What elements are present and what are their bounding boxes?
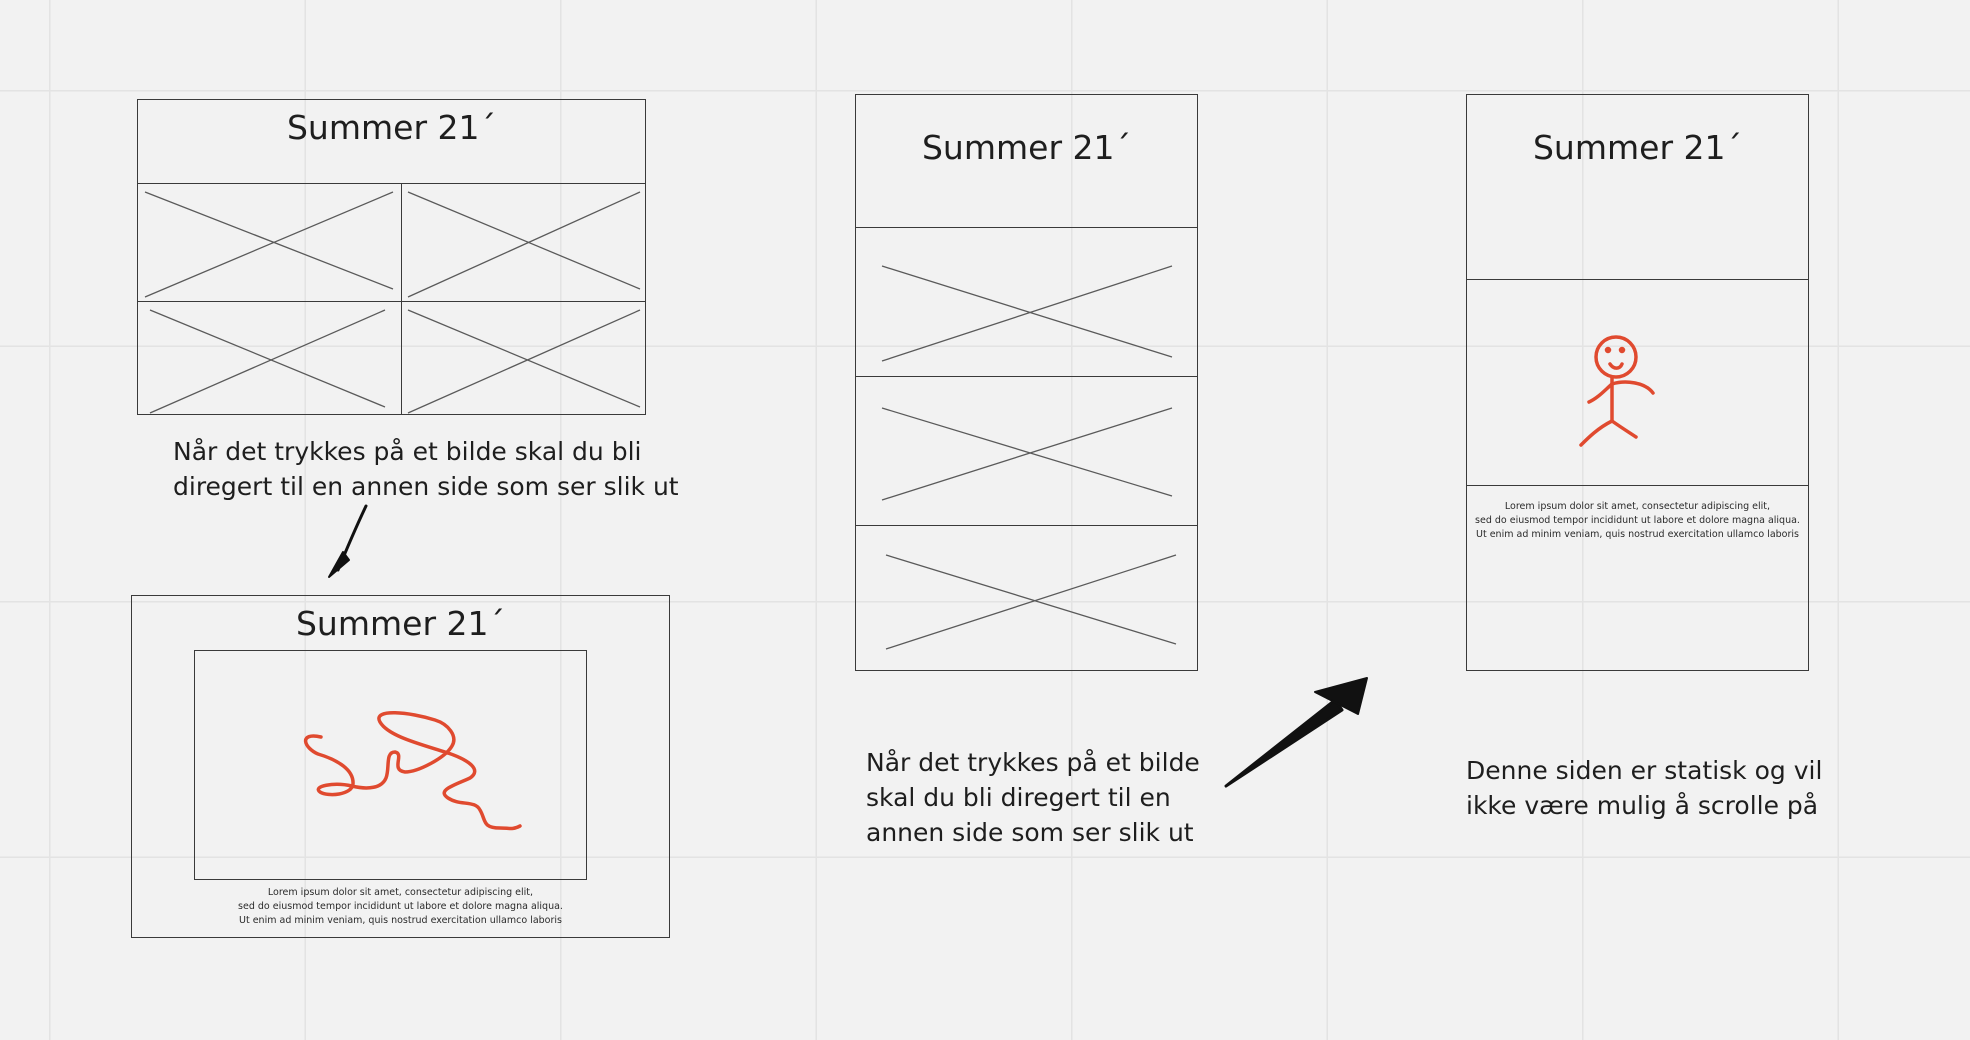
page-title: Summer 21´ (921, 128, 1131, 167)
note-line: ikke være mulig å scrolle på (1466, 791, 1819, 820)
navigation-note: Når det trykkes på et bilde skal du bli … (866, 745, 1200, 850)
detail-page-wireframe[interactable]: Summer 21´ Lorem ipsum dolor sit amet, c… (1466, 94, 1809, 671)
header-divider (1467, 279, 1808, 280)
lorem-line: Ut enim ad minim veniam, quis nostrud ex… (1476, 529, 1799, 540)
lorem-line: Ut enim ad minim veniam, quis nostrud ex… (239, 915, 562, 926)
image-frame (194, 650, 587, 880)
image-placeholder[interactable] (858, 229, 1195, 376)
row-divider (138, 301, 645, 302)
lorem-text: Lorem ipsum dolor sit amet, consectetur … (132, 886, 669, 928)
grid-page-wireframe[interactable]: Summer 21´ (137, 99, 646, 415)
navigation-note: Når det trykkes på et bilde skal du bli … (173, 434, 679, 504)
lorem-line: Lorem ipsum dolor sit amet, consectetur … (267, 887, 534, 898)
note-line: Denne siden er statisk og vil (1466, 756, 1823, 785)
page-title: Summer 21´ (286, 108, 496, 147)
image-placeholder[interactable] (858, 378, 1195, 525)
lorem-line: sed do eiusmod tempor incididunt ut labo… (1475, 515, 1800, 526)
note-line: Når det trykkes på et bilde skal du bli (173, 437, 642, 466)
list-page-wireframe[interactable]: Summer 21´ (855, 94, 1198, 671)
image-placeholder[interactable] (403, 303, 645, 414)
note-line: Når det trykkes på et bilde (866, 748, 1200, 777)
detail-page-wireframe[interactable]: Summer 21´ Lorem ipsum dolor sit amet, c… (131, 595, 670, 938)
image-placeholder[interactable] (858, 527, 1195, 670)
lorem-line: Lorem ipsum dolor sit amet, consectetur … (1504, 501, 1771, 512)
note-line: skal du bli diregert til en (866, 783, 1171, 812)
note-line: annen side som ser slik ut (866, 818, 1194, 847)
note-line: diregert til en annen side som ser slik … (173, 472, 679, 501)
up-right-arrow-icon (1224, 677, 1368, 788)
page-title: Summer 21´ (1532, 128, 1742, 167)
header-divider (138, 183, 645, 184)
lorem-line: sed do eiusmod tempor incididunt ut labo… (238, 901, 563, 912)
page-title: Summer 21´ (295, 604, 505, 643)
image-placeholder[interactable] (140, 185, 401, 301)
image-divider (1467, 485, 1808, 486)
down-arrow-icon (328, 504, 368, 578)
lorem-text: Lorem ipsum dolor sit amet, consectetur … (1467, 500, 1808, 542)
static-page-note: Denne siden er statisk og vil ikke være … (1466, 753, 1823, 823)
row-divider (856, 525, 1197, 526)
column-divider (401, 183, 402, 414)
row-divider (856, 376, 1197, 377)
image-placeholder[interactable] (140, 303, 401, 414)
image-placeholder[interactable] (403, 185, 645, 301)
header-divider (856, 227, 1197, 228)
